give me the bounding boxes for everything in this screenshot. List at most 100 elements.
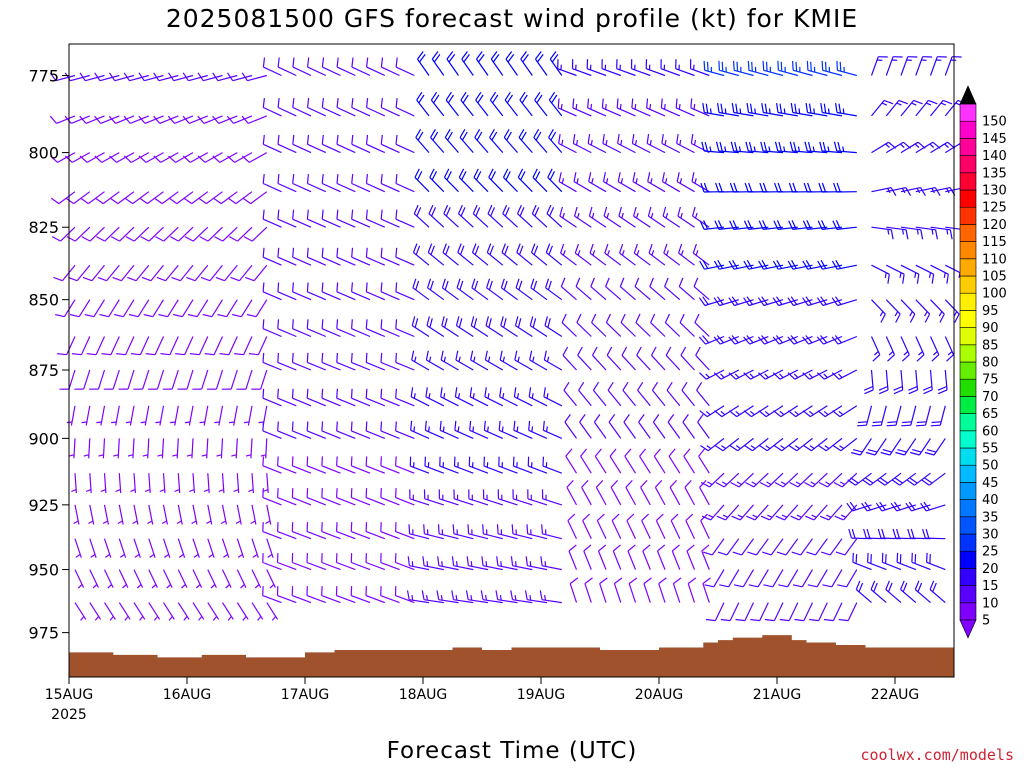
wind-barb	[50, 191, 76, 205]
wind-barb	[140, 226, 164, 242]
colorbar-tick-label: 105	[982, 270, 1007, 285]
wind-barb	[579, 414, 592, 439]
barb-half	[794, 410, 799, 416]
wind-barb	[496, 524, 518, 540]
barb-half	[544, 561, 547, 567]
barb-half	[739, 108, 742, 114]
barb-full	[478, 54, 485, 63]
barb-full	[321, 388, 324, 399]
wind-barb	[380, 247, 400, 266]
wind-barb	[900, 336, 910, 362]
barb-staff	[380, 291, 400, 301]
wind-barb	[498, 420, 518, 439]
barb-full	[395, 456, 397, 466]
wind-barb	[670, 513, 681, 539]
wind-barb	[540, 556, 562, 571]
barb-full	[533, 245, 539, 255]
barb-full	[932, 582, 937, 593]
wind-barb	[792, 569, 814, 588]
wind-barb	[632, 172, 651, 193]
barb-half	[620, 139, 623, 146]
barb-full	[880, 451, 891, 456]
wind-barb	[99, 299, 120, 318]
barb-full	[633, 243, 638, 254]
wind-barb	[720, 602, 740, 622]
wind-barb	[787, 335, 813, 345]
barb-full	[365, 388, 368, 399]
barb-half	[813, 108, 815, 114]
barb-staff	[220, 191, 238, 205]
barb-full	[540, 556, 543, 566]
barb-staff	[742, 569, 755, 588]
wind-barb	[455, 316, 474, 338]
barb-full	[503, 318, 507, 328]
wind-barb	[468, 489, 489, 506]
barb-staff	[351, 218, 371, 228]
barb-half	[499, 595, 502, 601]
barb-full	[182, 115, 190, 124]
barb-full	[418, 94, 425, 104]
barb-full	[503, 128, 510, 138]
wind-barb	[395, 209, 415, 228]
barb-full	[380, 319, 383, 329]
barb-full	[930, 424, 941, 427]
barb-half	[237, 553, 243, 558]
barb-full	[526, 524, 529, 534]
wind-barb	[394, 553, 415, 571]
barb-full	[365, 282, 368, 292]
barb-full	[831, 297, 839, 306]
barb-half	[706, 445, 712, 450]
barb-staff	[595, 487, 607, 506]
barb-half	[914, 143, 920, 148]
wind-barb	[776, 538, 799, 556]
wind-barb	[410, 420, 430, 439]
credit-link[interactable]: coolwx.com/models	[860, 746, 1014, 764]
barb-staff	[262, 291, 282, 301]
barb-half	[842, 108, 845, 114]
barb-full	[836, 182, 841, 193]
barb-full	[425, 387, 428, 397]
wind-barb	[260, 438, 268, 459]
barb-staff	[292, 397, 312, 407]
barb-full	[886, 424, 897, 427]
barb-half	[752, 514, 758, 518]
wind-barb	[144, 473, 151, 494]
barb-half	[77, 584, 83, 589]
barb-full	[560, 277, 566, 287]
barb-half	[591, 212, 595, 219]
barb-full	[489, 91, 497, 101]
barb-full	[112, 276, 122, 282]
wind-barb	[835, 103, 857, 117]
barb-staff	[543, 396, 563, 407]
barb-full	[931, 274, 935, 284]
barb-half	[124, 616, 129, 621]
barb-staff	[651, 389, 666, 407]
barb-full	[905, 187, 912, 197]
wind-barb	[661, 172, 681, 193]
wind-barb	[612, 544, 622, 570]
colorbar-swatch	[959, 396, 977, 414]
wind-barb	[469, 387, 489, 407]
wind-barb	[619, 243, 636, 266]
barb-full	[925, 528, 930, 539]
barb-full	[864, 501, 871, 511]
barb-half	[206, 520, 212, 525]
barb-full	[836, 60, 838, 71]
barb-full	[746, 103, 750, 113]
barb-full	[658, 577, 667, 585]
barb-full	[528, 387, 532, 397]
barb-full	[564, 414, 571, 423]
barb-half	[243, 421, 250, 424]
barb-full	[471, 243, 477, 253]
barb-full	[817, 410, 826, 418]
colorbar-tick-label: 135	[982, 166, 1007, 181]
barb-staff	[158, 74, 179, 82]
wind-barb	[831, 259, 857, 270]
barb-half	[80, 616, 85, 621]
wind-barb	[792, 60, 813, 77]
barb-full	[406, 590, 410, 600]
barb-full	[472, 204, 478, 214]
barb-full	[547, 318, 551, 328]
barb-full	[906, 479, 915, 486]
barb-full	[445, 245, 450, 255]
